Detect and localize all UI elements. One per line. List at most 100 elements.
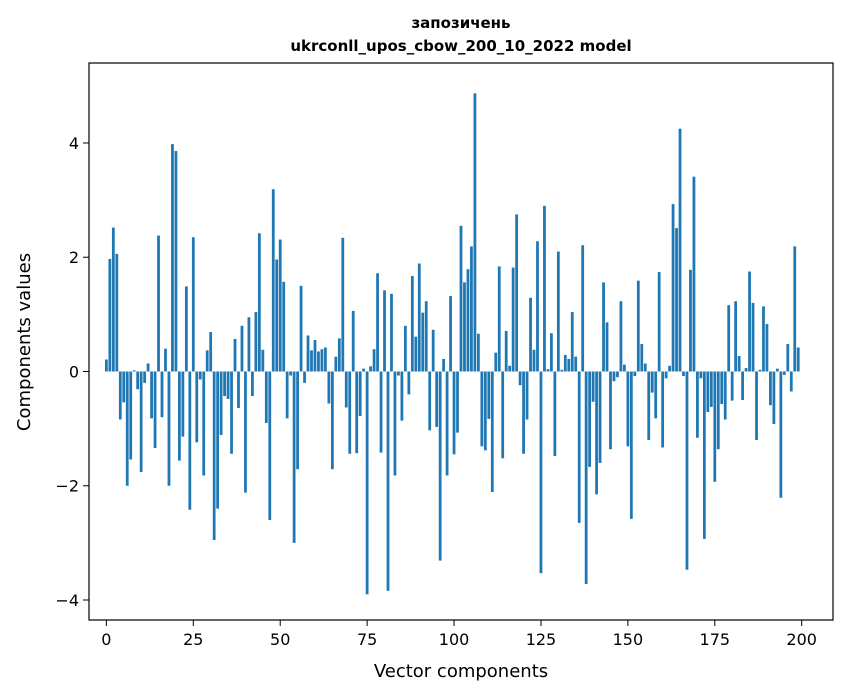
bar-107 — [476, 333, 480, 372]
bar-133 — [567, 358, 571, 372]
bar-169 — [692, 176, 696, 372]
bar-65 — [330, 371, 334, 470]
y-tick-label: 4 — [69, 134, 79, 153]
bar-181 — [734, 301, 738, 372]
bar-199 — [796, 347, 800, 372]
bar-162 — [668, 365, 671, 372]
x-tick-label: 175 — [700, 630, 731, 649]
bar-140 — [591, 371, 595, 402]
bar-127 — [546, 369, 550, 372]
bar-102 — [459, 225, 463, 372]
x-axis-ticks: 0 25 50 75 100 125 150 175 200 — [101, 620, 817, 649]
bar-8 — [132, 370, 136, 372]
bar-78 — [376, 273, 379, 372]
bar-122 — [529, 297, 532, 372]
bar-52 — [285, 371, 289, 419]
bar-141 — [595, 371, 598, 495]
y-axis-label: Components values — [14, 253, 35, 431]
bar-134 — [570, 312, 574, 372]
y-tick-label: 2 — [69, 248, 79, 267]
bar-84 — [397, 371, 400, 376]
x-axis-label: Vector components — [374, 661, 548, 682]
bar-168 — [689, 269, 692, 372]
bar-77 — [372, 349, 376, 372]
bar-188 — [758, 369, 762, 372]
bar-7 — [129, 371, 133, 460]
bar-187 — [755, 371, 758, 441]
bar-60 — [313, 340, 317, 372]
bar-76 — [369, 366, 372, 372]
bar-105 — [470, 246, 473, 372]
bar-170 — [696, 371, 699, 438]
bar-50 — [278, 239, 282, 372]
y-axis-ticks: −4 −2 0 2 4 — [55, 134, 89, 610]
bar-93 — [428, 371, 432, 431]
bar-74 — [362, 368, 366, 372]
bar-69 — [344, 371, 348, 408]
bar-119 — [518, 371, 522, 386]
bar-24 — [188, 371, 192, 510]
bar-16 — [160, 371, 164, 418]
bar-196 — [786, 344, 790, 372]
bar-138 — [584, 371, 588, 585]
bar-145 — [609, 371, 612, 450]
bar-125 — [539, 371, 543, 574]
bar-157 — [650, 371, 654, 393]
chart-subtitle: ukrconll_upos_cbow_200_10_2022 model — [290, 37, 631, 55]
bar-109 — [483, 371, 487, 451]
x-tick-label: 125 — [526, 630, 557, 649]
bar-89 — [414, 336, 418, 372]
x-tick-label: 25 — [183, 630, 203, 649]
bar-80 — [383, 290, 386, 372]
bar-192 — [772, 371, 776, 425]
bar-147 — [616, 371, 619, 378]
bar-189 — [762, 306, 765, 372]
bar-194 — [779, 371, 783, 498]
bar-186 — [751, 302, 755, 372]
bar-17 — [164, 348, 167, 372]
bar-81 — [386, 371, 390, 591]
bar-36 — [230, 371, 233, 454]
bar-9 — [136, 371, 140, 390]
bar-3 — [115, 253, 119, 372]
bar-71 — [351, 310, 355, 372]
bar-41 — [247, 317, 251, 372]
bar-6 — [125, 371, 129, 486]
bar-51 — [282, 281, 286, 372]
bar-59 — [310, 350, 313, 372]
bar-121 — [525, 371, 529, 420]
bar-19 — [171, 144, 174, 372]
bar-167 — [685, 371, 689, 570]
bar-90 — [417, 263, 421, 372]
bar-159 — [657, 272, 661, 372]
bar-166 — [682, 371, 685, 377]
bar-70 — [348, 371, 352, 454]
bar-43 — [254, 312, 258, 372]
bar-111 — [490, 371, 494, 493]
bar-160 — [661, 371, 665, 448]
bar-86 — [403, 325, 407, 372]
bar-123 — [532, 349, 536, 372]
bar-82 — [390, 293, 393, 372]
bar-91 — [421, 312, 425, 372]
bar-11 — [143, 371, 147, 383]
bar-148 — [619, 301, 623, 372]
bar-153 — [636, 280, 640, 372]
bar-174 — [709, 371, 713, 407]
bar-13 — [150, 371, 153, 419]
bar-48 — [271, 189, 275, 372]
bar-47 — [268, 371, 272, 521]
bar-175 — [713, 371, 717, 482]
x-tick-label: 150 — [613, 630, 644, 649]
bar-130 — [556, 251, 560, 372]
bar-106 — [473, 93, 477, 372]
bar-114 — [501, 371, 505, 459]
bar-64 — [327, 371, 331, 404]
bar-124 — [536, 241, 539, 372]
bar-83 — [393, 371, 397, 476]
bar-103 — [463, 282, 466, 372]
bar-178 — [723, 371, 727, 420]
bar-96 — [438, 371, 442, 561]
bar-163 — [671, 204, 675, 372]
bar-87 — [407, 371, 411, 395]
